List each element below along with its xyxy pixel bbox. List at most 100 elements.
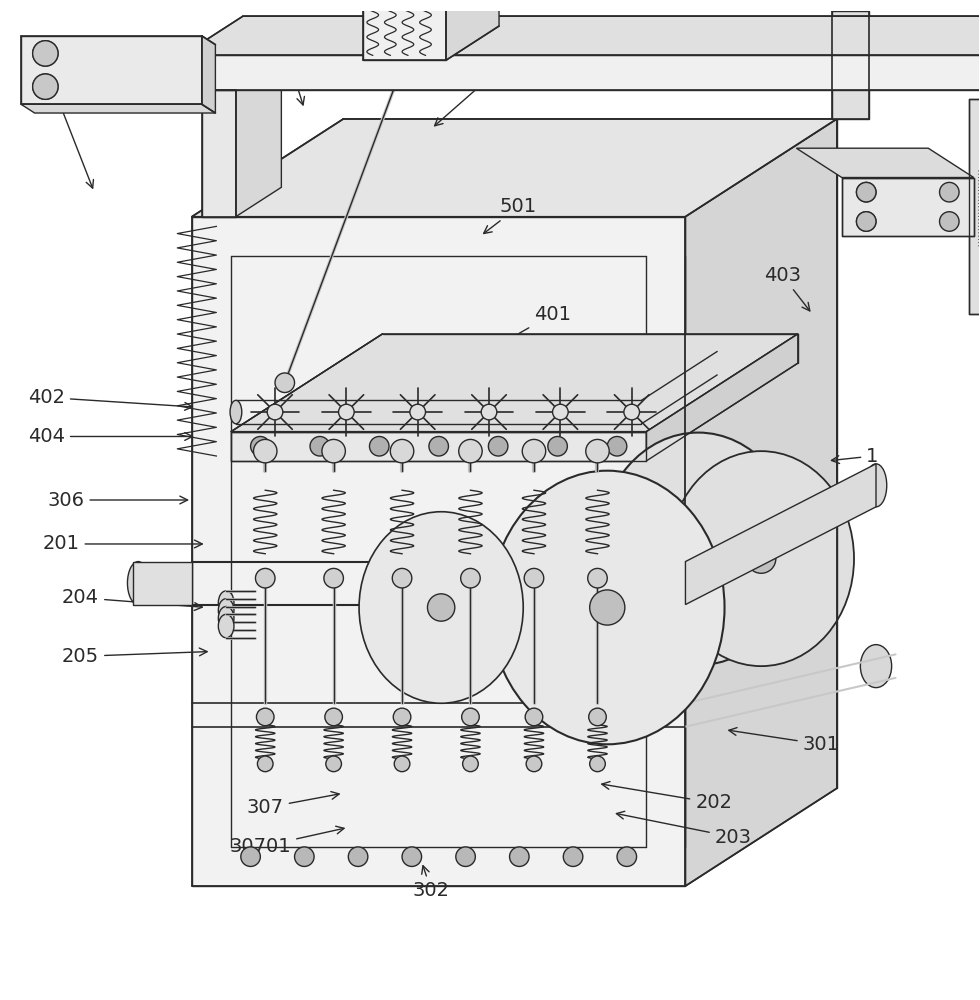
Text: 30701: 30701	[229, 826, 344, 856]
Polygon shape	[797, 148, 974, 178]
Text: 504: 504	[35, 80, 93, 188]
Circle shape	[524, 568, 544, 588]
Circle shape	[310, 436, 329, 456]
Circle shape	[461, 568, 480, 588]
Ellipse shape	[219, 607, 234, 630]
Circle shape	[589, 708, 607, 726]
Circle shape	[394, 756, 410, 772]
Circle shape	[275, 373, 295, 393]
Polygon shape	[133, 562, 192, 605]
Circle shape	[617, 847, 637, 866]
Circle shape	[526, 756, 542, 772]
Polygon shape	[182, 55, 980, 90]
Circle shape	[427, 594, 455, 621]
Text: 404: 404	[27, 427, 192, 446]
Polygon shape	[685, 119, 837, 886]
Circle shape	[256, 568, 275, 588]
Circle shape	[32, 41, 58, 66]
Circle shape	[392, 568, 412, 588]
Ellipse shape	[668, 451, 854, 666]
Circle shape	[747, 544, 776, 573]
Circle shape	[268, 404, 283, 420]
Polygon shape	[363, 0, 446, 60]
Circle shape	[456, 847, 475, 866]
Polygon shape	[832, 11, 869, 119]
Polygon shape	[202, 36, 216, 113]
Circle shape	[32, 74, 58, 99]
Text: 403: 403	[763, 266, 809, 311]
Circle shape	[590, 590, 625, 625]
Circle shape	[463, 756, 478, 772]
Circle shape	[522, 439, 546, 463]
Text: 306: 306	[47, 490, 187, 510]
Ellipse shape	[359, 512, 523, 703]
Polygon shape	[236, 60, 281, 217]
Circle shape	[348, 847, 368, 866]
Circle shape	[857, 212, 876, 231]
Text: 301: 301	[729, 728, 840, 754]
Circle shape	[429, 436, 449, 456]
Circle shape	[410, 404, 425, 420]
Circle shape	[32, 41, 58, 66]
Polygon shape	[685, 464, 876, 605]
Circle shape	[324, 708, 342, 726]
Text: 501: 501	[484, 197, 537, 234]
Circle shape	[588, 568, 608, 588]
Text: 302: 302	[413, 866, 450, 900]
Circle shape	[940, 212, 959, 231]
Circle shape	[338, 404, 354, 420]
Circle shape	[857, 212, 876, 231]
Text: 201: 201	[42, 534, 202, 553]
Circle shape	[488, 436, 508, 456]
Circle shape	[564, 847, 583, 866]
Circle shape	[624, 404, 640, 420]
Polygon shape	[842, 178, 974, 236]
Circle shape	[323, 568, 343, 588]
Circle shape	[586, 439, 610, 463]
Circle shape	[402, 847, 421, 866]
Circle shape	[940, 182, 959, 202]
Circle shape	[462, 708, 479, 726]
Circle shape	[590, 756, 606, 772]
Ellipse shape	[219, 614, 234, 638]
Circle shape	[325, 756, 341, 772]
Circle shape	[295, 847, 315, 866]
Text: 402: 402	[27, 388, 192, 410]
Polygon shape	[182, 16, 980, 55]
Circle shape	[548, 436, 567, 456]
Text: 202: 202	[602, 782, 732, 812]
Polygon shape	[647, 334, 798, 461]
Circle shape	[510, 847, 529, 866]
Ellipse shape	[490, 471, 724, 744]
Polygon shape	[202, 90, 236, 217]
Polygon shape	[21, 104, 216, 113]
Polygon shape	[192, 217, 685, 886]
Polygon shape	[969, 99, 980, 314]
Ellipse shape	[599, 433, 798, 665]
Text: 503: 503	[262, 21, 305, 105]
Ellipse shape	[865, 464, 887, 507]
Text: 401: 401	[479, 305, 571, 356]
Circle shape	[257, 708, 274, 726]
Text: 307: 307	[247, 792, 339, 817]
Polygon shape	[446, 0, 499, 60]
Polygon shape	[231, 432, 647, 461]
Ellipse shape	[127, 562, 149, 605]
Text: 1: 1	[831, 447, 879, 466]
Circle shape	[32, 74, 58, 99]
Ellipse shape	[219, 591, 234, 614]
Circle shape	[254, 439, 277, 463]
Text: 203: 203	[616, 811, 752, 847]
Circle shape	[251, 436, 270, 456]
Circle shape	[390, 439, 414, 463]
Circle shape	[258, 756, 273, 772]
Circle shape	[553, 404, 568, 420]
Text: 205: 205	[62, 647, 207, 666]
Polygon shape	[231, 334, 798, 432]
Ellipse shape	[230, 400, 242, 424]
Circle shape	[459, 439, 482, 463]
Circle shape	[481, 404, 497, 420]
Text: 204: 204	[62, 588, 202, 610]
Circle shape	[857, 182, 876, 202]
Text: 502: 502	[434, 56, 522, 126]
